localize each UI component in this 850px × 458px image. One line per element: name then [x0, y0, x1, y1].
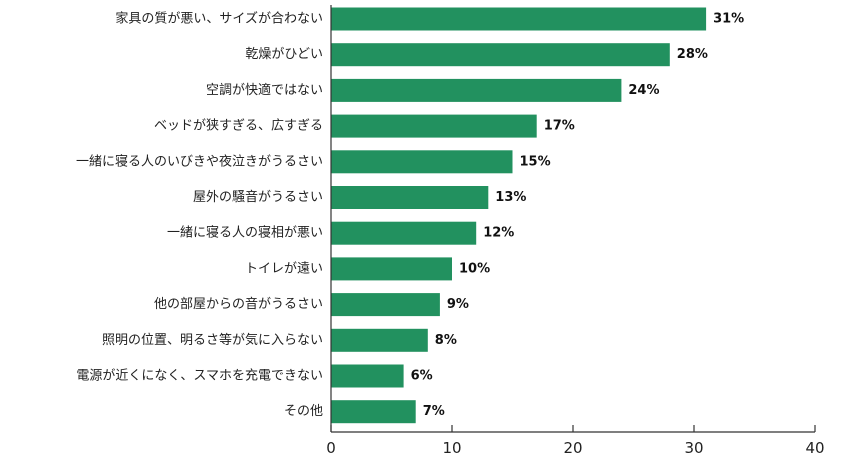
- x-ticks-group: 0 10 20 30 40: [326, 425, 825, 457]
- value-label-5: 13%: [495, 190, 526, 205]
- value-label-3: 17%: [544, 119, 575, 134]
- x-tick-label-1: 10: [442, 439, 461, 457]
- category-label-11: その他: [284, 404, 323, 419]
- category-label-1: 乾燥がひどい: [245, 47, 323, 62]
- bar-9: [331, 328, 428, 352]
- bar-10: [331, 364, 404, 388]
- x-tick-label-0: 0: [326, 439, 336, 457]
- category-labels: 家具の質が悪い、サイズが合わない乾燥がひどい空調が快適ではないベッドが狭すぎる、…: [76, 11, 323, 420]
- bar-11: [331, 400, 416, 424]
- bar-7: [331, 257, 452, 281]
- value-label-8: 9%: [447, 297, 469, 312]
- bar-2: [331, 78, 622, 102]
- x-tick-label-2: 20: [563, 439, 582, 457]
- value-labels: 31% 28% 24% 17% 15% 13% 12% 10% 9% 8% 6% 7%: [411, 12, 745, 420]
- value-label-1: 28%: [677, 47, 708, 62]
- bars-group: [331, 7, 707, 424]
- value-label-4: 15%: [520, 154, 551, 169]
- bar-4: [331, 150, 513, 174]
- bar-3: [331, 114, 537, 138]
- bar-0: [331, 7, 707, 31]
- value-label-9: 8%: [435, 333, 457, 348]
- category-label-3: ベッドが狭すぎる、広すぎる: [154, 119, 323, 134]
- category-label-9: 照明の位置、明るさ等が気に入らない: [102, 332, 323, 348]
- category-label-4: 一緒に寝る人のいびきや夜泣きがうるさい: [76, 153, 323, 169]
- value-label-11: 7%: [423, 404, 445, 419]
- category-label-7: トイレが遠い: [245, 261, 323, 276]
- category-label-2: 空調が快適ではない: [206, 82, 323, 98]
- category-label-8: 他の部屋からの音がうるさい: [154, 296, 323, 312]
- x-tick-label-4: 40: [805, 439, 824, 457]
- category-label-6: 一緒に寝る人の寝相が悪い: [167, 225, 323, 241]
- category-label-0: 家具の質が悪い、サイズが合わない: [115, 11, 323, 27]
- value-label-6: 12%: [483, 226, 514, 241]
- x-tick-label-3: 30: [684, 439, 703, 457]
- value-label-0: 31%: [713, 12, 744, 27]
- value-label-2: 24%: [628, 83, 659, 98]
- value-label-10: 6%: [411, 369, 433, 384]
- bar-6: [331, 221, 477, 245]
- bar-1: [331, 43, 670, 67]
- category-label-5: 屋外の騒音がうるさい: [193, 189, 323, 205]
- category-label-10: 電源が近くになく、スマホを充電できない: [76, 368, 323, 384]
- bar-8: [331, 293, 440, 317]
- value-label-7: 10%: [459, 261, 490, 276]
- bar-5: [331, 186, 489, 209]
